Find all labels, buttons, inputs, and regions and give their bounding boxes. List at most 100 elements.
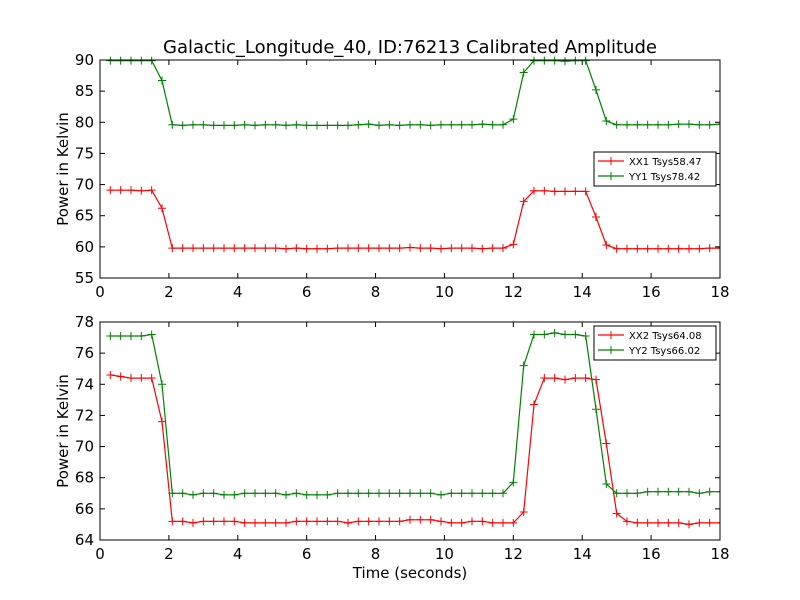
data-point <box>302 517 311 526</box>
data-point <box>550 56 559 65</box>
data-point <box>251 489 259 498</box>
data-point <box>437 490 445 499</box>
x-tick-label: 8 <box>371 283 381 301</box>
data-point <box>447 489 456 498</box>
data-point <box>592 405 600 414</box>
data-point <box>106 56 115 65</box>
data-point <box>168 517 177 526</box>
data-point <box>240 518 249 527</box>
y-tick-label: 72 <box>75 406 94 424</box>
data-point <box>323 244 332 253</box>
data-point <box>612 120 621 129</box>
data-point <box>716 487 720 496</box>
y-tick-label: 65 <box>75 207 94 225</box>
legend-marker <box>607 157 615 165</box>
data-point <box>685 487 693 496</box>
data-point <box>519 507 528 516</box>
y-axis-label: Power in Kelvin <box>54 374 72 488</box>
data-point <box>592 375 600 384</box>
data-point <box>468 517 476 526</box>
data-point <box>416 120 425 129</box>
data-point <box>612 489 621 498</box>
data-point <box>437 244 445 253</box>
data-point <box>530 330 538 339</box>
data-point <box>437 517 445 526</box>
data-point <box>571 56 580 65</box>
data-point <box>364 517 373 526</box>
data-point <box>333 489 342 498</box>
data-point <box>127 374 135 383</box>
data-point <box>178 517 187 526</box>
legend-item: YY1 Tsys78.42 <box>598 172 700 183</box>
data-point <box>519 361 528 370</box>
data-point <box>220 244 228 253</box>
data-point <box>220 517 228 526</box>
data-point <box>178 489 187 498</box>
data-point <box>292 120 301 129</box>
data-point <box>581 56 590 65</box>
data-point <box>189 490 197 499</box>
data-point <box>674 487 683 496</box>
x-tick-label: 2 <box>164 545 174 563</box>
data-point <box>209 121 218 130</box>
data-point <box>633 489 642 498</box>
legend-box <box>593 325 717 361</box>
x-tick-label: 16 <box>642 545 661 563</box>
data-point <box>695 489 704 498</box>
data-point <box>333 121 342 130</box>
data-point <box>716 244 720 253</box>
data-point <box>561 330 569 339</box>
y-tick-label: 70 <box>75 438 94 456</box>
data-point <box>509 240 518 249</box>
data-point <box>695 244 704 253</box>
data-point <box>344 489 352 498</box>
data-point <box>168 489 177 498</box>
data-point <box>158 76 166 85</box>
data-point <box>664 244 673 253</box>
data-point <box>106 370 115 379</box>
data-point <box>685 120 693 129</box>
data-point <box>199 517 208 526</box>
data-point <box>519 68 528 77</box>
data-point <box>158 380 166 389</box>
data-point <box>137 186 146 195</box>
data-point <box>127 186 135 195</box>
data-point <box>158 204 166 213</box>
x-tick-label: 0 <box>95 545 105 563</box>
data-point <box>623 517 631 526</box>
data-point <box>385 120 394 129</box>
x-tick-label: 18 <box>710 545 729 563</box>
x-tick-label: 14 <box>573 283 592 301</box>
data-point <box>499 244 507 253</box>
data-point <box>127 56 135 65</box>
data-point <box>716 120 720 129</box>
data-point <box>137 374 146 383</box>
data-point <box>499 518 507 527</box>
data-point <box>261 120 270 129</box>
data-point <box>457 120 466 129</box>
data-point <box>147 56 156 65</box>
x-tick-label: 12 <box>504 283 523 301</box>
data-point <box>488 518 497 527</box>
data-point <box>705 518 714 527</box>
legend: XX1 Tsys58.47 YY1 Tsys78.42 <box>593 151 717 187</box>
data-point <box>426 489 435 498</box>
x-tick-label: 14 <box>573 545 592 563</box>
panel-1: 0 2 4 6 8 10 12 14 16 18 55 60 65 70 75 80 85 90 Power in … <box>54 51 730 301</box>
data-point <box>685 244 693 253</box>
data-point <box>488 120 497 129</box>
data-point <box>106 186 115 195</box>
data-point <box>282 244 290 253</box>
data-point <box>488 244 497 253</box>
data-point <box>344 121 352 130</box>
data-point <box>716 518 720 527</box>
x-tick-label: 12 <box>504 545 523 563</box>
x-tick-label: 6 <box>302 545 312 563</box>
data-point <box>550 374 559 383</box>
data-point <box>261 244 270 253</box>
data-point <box>416 489 425 498</box>
legend-label: XX1 Tsys58.47 <box>629 157 702 168</box>
x-tick-label: 18 <box>710 283 729 301</box>
